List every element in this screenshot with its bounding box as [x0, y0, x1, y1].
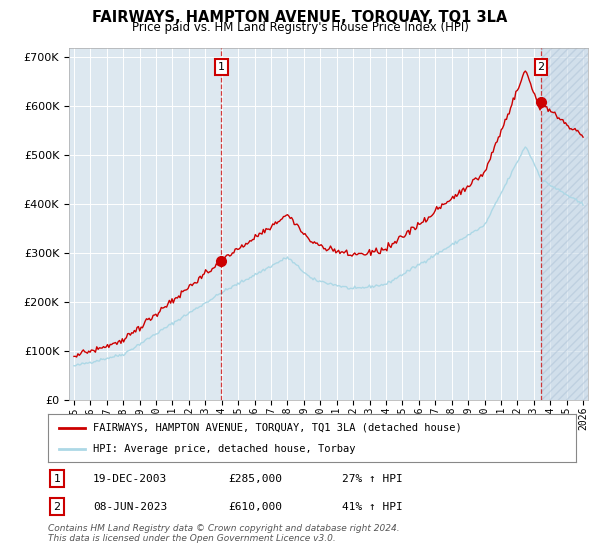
Text: 1: 1 [218, 62, 225, 72]
Text: Price paid vs. HM Land Registry's House Price Index (HPI): Price paid vs. HM Land Registry's House … [131, 21, 469, 34]
Text: FAIRWAYS, HAMPTON AVENUE, TORQUAY, TQ1 3LA: FAIRWAYS, HAMPTON AVENUE, TORQUAY, TQ1 3… [92, 10, 508, 25]
Text: 2: 2 [538, 62, 545, 72]
Text: 41% ↑ HPI: 41% ↑ HPI [342, 502, 403, 512]
Text: FAIRWAYS, HAMPTON AVENUE, TORQUAY, TQ1 3LA (detached house): FAIRWAYS, HAMPTON AVENUE, TORQUAY, TQ1 3… [93, 423, 461, 433]
Text: This data is licensed under the Open Government Licence v3.0.: This data is licensed under the Open Gov… [48, 534, 336, 543]
Text: 19-DEC-2003: 19-DEC-2003 [93, 474, 167, 484]
Text: 08-JUN-2023: 08-JUN-2023 [93, 502, 167, 512]
Text: £610,000: £610,000 [228, 502, 282, 512]
Text: HPI: Average price, detached house, Torbay: HPI: Average price, detached house, Torb… [93, 444, 355, 454]
Text: £285,000: £285,000 [228, 474, 282, 484]
Text: 1: 1 [53, 474, 61, 484]
Text: Contains HM Land Registry data © Crown copyright and database right 2024.: Contains HM Land Registry data © Crown c… [48, 524, 400, 533]
Bar [541, 48, 591, 400]
Text: 2: 2 [53, 502, 61, 512]
Text: 27% ↑ HPI: 27% ↑ HPI [342, 474, 403, 484]
